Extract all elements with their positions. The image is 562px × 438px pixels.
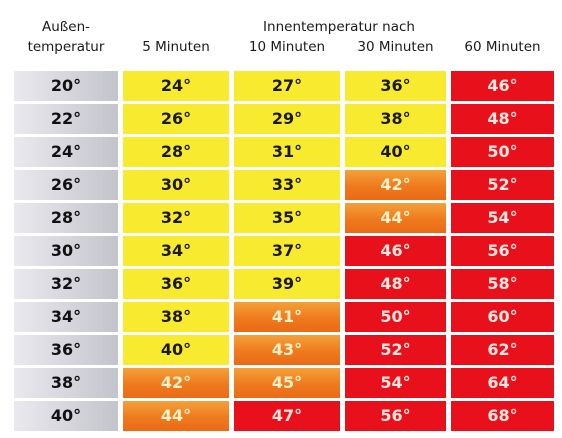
inside-temperature-cell-5min: 40° [123, 335, 229, 365]
inside-temperature-cell-30min: 52° [345, 335, 446, 365]
table-row: 22° 26° 29° 38° 48° [14, 104, 554, 134]
inside-temperature-cell-60min: 64° [451, 368, 554, 398]
table-row: 40° 44° 47° 56° 68° [14, 401, 554, 431]
inside-temperature-cell-10min: 33° [234, 170, 340, 200]
inside-temperature-cell-5min: 34° [123, 236, 229, 266]
outside-temperature-cell: 34° [14, 302, 118, 332]
table-row: 28° 32° 35° 44° 54° [14, 203, 554, 233]
temperature-table: 20° 24° 27° 36° 46° 22° 26° 29° 38° 48° 24° 28° 31° 4… [14, 71, 554, 431]
header-col-60-minutes: 60 Minuten [464, 39, 541, 55]
table-row: 30° 34° 37° 46° 56° [14, 236, 554, 266]
inside-temperature-cell-10min: 37° [234, 236, 340, 266]
table-row: 20° 24° 27° 36° 46° [14, 71, 554, 101]
outside-temperature-cell: 32° [14, 269, 118, 299]
inside-temperature-cell-60min: 54° [451, 203, 554, 233]
inside-temperature-cell-10min: 47° [234, 401, 340, 431]
inside-temperature-cell-60min: 56° [451, 236, 554, 266]
inside-temperature-cell-30min: 56° [345, 401, 446, 431]
table-row: 32° 36° 39° 48° 58° [14, 269, 554, 299]
inside-temperature-cell-10min: 45° [234, 368, 340, 398]
inside-temperature-cell-60min: 58° [451, 269, 554, 299]
table-row: 24° 28° 31° 40° 50° [14, 137, 554, 167]
header-outside-line2: temperatur [27, 39, 105, 55]
inside-temperature-cell-10min: 27° [234, 71, 340, 101]
outside-temperature-cell: 38° [14, 368, 118, 398]
inside-temperature-cell-60min: 68° [451, 401, 554, 431]
inside-temperature-cell-10min: 39° [234, 269, 340, 299]
outside-temperature-cell: 36° [14, 335, 118, 365]
outside-temperature-cell: 26° [14, 170, 118, 200]
outside-temperature-cell: 30° [14, 236, 118, 266]
outside-temperature-cell: 20° [14, 71, 118, 101]
inside-temperature-cell-5min: 26° [123, 104, 229, 134]
outside-temperature-cell: 22° [14, 104, 118, 134]
outside-temperature-cell: 24° [14, 137, 118, 167]
inside-temperature-cell-60min: 50° [451, 137, 554, 167]
inside-temperature-cell-5min: 38° [123, 302, 229, 332]
inside-temperature-cell-10min: 35° [234, 203, 340, 233]
inside-temperature-cell-30min: 50° [345, 302, 446, 332]
inside-temperature-cell-5min: 32° [123, 203, 229, 233]
header-col-5-minutes: 5 Minuten [142, 39, 210, 55]
inside-temperature-cell-10min: 41° [234, 302, 340, 332]
inside-temperature-cell-5min: 24° [123, 71, 229, 101]
inside-temperature-cell-30min: 38° [345, 104, 446, 134]
inside-temperature-cell-5min: 44° [123, 401, 229, 431]
table-row: 38° 42° 45° 54° 64° [14, 368, 554, 398]
inside-temperature-cell-30min: 48° [345, 269, 446, 299]
inside-temperature-cell-60min: 48° [451, 104, 554, 134]
table-row: 36° 40° 43° 52° 62° [14, 335, 554, 365]
header-col-10-minutes: 10 Minuten [248, 39, 326, 55]
inside-temperature-cell-30min: 44° [345, 203, 446, 233]
table-row: 34° 38° 41° 50° 60° [14, 302, 554, 332]
inside-temperature-cell-60min: 62° [451, 335, 554, 365]
inside-temperature-cell-60min: 60° [451, 302, 554, 332]
inside-temperature-cell-5min: 42° [123, 368, 229, 398]
header-col-30-minutes: 30 Minuten [357, 39, 434, 55]
inside-temperature-cell-30min: 42° [345, 170, 446, 200]
inside-temperature-cell-10min: 29° [234, 104, 340, 134]
inside-temperature-cell-5min: 28° [123, 137, 229, 167]
inside-temperature-cell-60min: 46° [451, 71, 554, 101]
inside-temperature-cell-5min: 36° [123, 269, 229, 299]
inside-temperature-cell-10min: 31° [234, 137, 340, 167]
inside-temperature-cell-30min: 46° [345, 236, 446, 266]
inside-temperature-cell-60min: 52° [451, 170, 554, 200]
inside-temperature-cell-10min: 43° [234, 335, 340, 365]
inside-temperature-cell-30min: 36° [345, 71, 446, 101]
header-inside-group: Innentemperatur nach [263, 19, 415, 35]
inside-temperature-cell-30min: 54° [345, 368, 446, 398]
inside-temperature-cell-30min: 40° [345, 137, 446, 167]
inside-temperature-cell-5min: 30° [123, 170, 229, 200]
outside-temperature-cell: 40° [14, 401, 118, 431]
table-row: 26° 30° 33° 42° 52° [14, 170, 554, 200]
outside-temperature-cell: 28° [14, 203, 118, 233]
header-outside-line1: Außen- [41, 19, 91, 35]
